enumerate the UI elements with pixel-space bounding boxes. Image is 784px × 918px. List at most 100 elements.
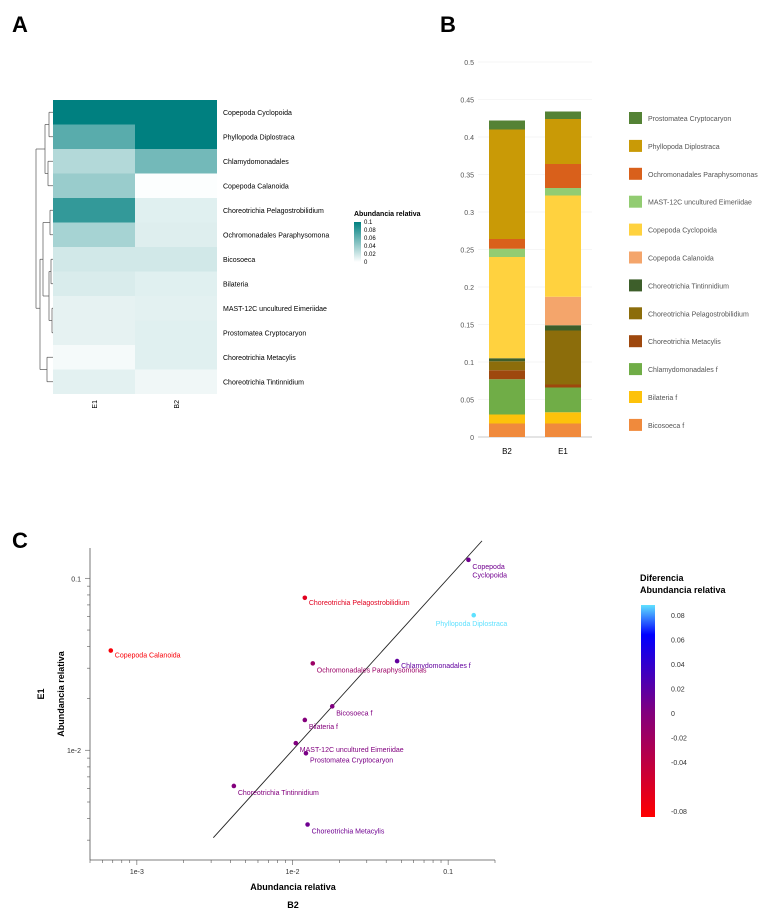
- heatmap-legend-gradient: [354, 222, 361, 262]
- scatter-point: [231, 783, 237, 789]
- heatmap-cell: [53, 271, 135, 296]
- bar-y-tick-label: 0.25: [460, 248, 474, 255]
- scatter-y-tick-label: 1e-2: [67, 748, 81, 755]
- bar-segment: [489, 257, 525, 359]
- bar-legend-label: Bilateria f: [648, 395, 677, 402]
- scatter-point-label: Cyclopoida: [472, 572, 507, 579]
- heatmap-cell: [135, 149, 217, 174]
- scatter-legend-tick: 0.06: [671, 637, 685, 644]
- heatmap-legend-tick: 0.06: [364, 236, 376, 242]
- scatter-x-tick-label: 1e-2: [285, 869, 299, 876]
- scatter-point-label: Ochromonadales Paraphysomonas: [317, 667, 427, 674]
- scatter-x-tick-label: 0.1: [443, 869, 453, 876]
- scatter-y-label-sample: E1: [36, 688, 46, 699]
- scatter-point: [394, 658, 400, 664]
- bar-legend-label: Choreotrichia Pelagostrobilidium: [648, 311, 749, 318]
- bar-y-tick-label: 0.1: [464, 360, 474, 367]
- scatter-point-label: Bilateria f: [309, 724, 338, 731]
- bar-y-tick-label: 0.2: [464, 285, 474, 292]
- bar-segment: [489, 120, 525, 130]
- heatmap-column-label: E1: [92, 400, 99, 409]
- bar-segment: [489, 358, 525, 362]
- heatmap-legend-tick: 0.08: [364, 228, 376, 234]
- bar-segment: [489, 129, 525, 239]
- heatmap-cell: [135, 198, 217, 223]
- heatmap-cells: [53, 100, 217, 394]
- bar-legend-label: Choreotrichia Metacylis: [648, 339, 721, 346]
- bar-segment: [545, 330, 581, 385]
- scatter-point-label: Copepoda: [472, 564, 504, 571]
- bar-segment: [545, 387, 581, 413]
- bar-legend-label: Phyllopoda Diplostraca: [648, 144, 720, 151]
- stacked-bar-panel: 0 0.05 0.1 0.15 0.2 0.25 0.3 0.35 0.4 0.45 0.5 B2 E1…: [460, 60, 758, 456]
- bar-legend-swatch: [629, 167, 642, 180]
- scatter-y-label: Abundancia relativa: [56, 650, 66, 737]
- scatter-point: [305, 822, 310, 827]
- bar-segment: [545, 423, 581, 437]
- heatmap-row-label: Chlamydomonadales: [223, 159, 289, 166]
- bar-y-tick-label: 0: [470, 435, 474, 442]
- bar-segment: [489, 361, 525, 371]
- scatter-legend-tick: -0.08: [671, 809, 687, 816]
- heatmap-cell: [135, 271, 217, 296]
- scatter-legend-tick: 0.08: [671, 613, 685, 620]
- heatmap-cell: [135, 247, 217, 272]
- bar-category-label: B2: [502, 447, 512, 456]
- scatter-point: [303, 750, 309, 756]
- heatmap-cell: [53, 100, 135, 125]
- bar-segment: [545, 188, 581, 196]
- heatmap-row-label: Bicosoeca: [223, 257, 255, 264]
- scatter-legend-tick: 0.02: [671, 686, 685, 693]
- heatmap-row-label: Choreotrichia Pelagostrobilidium: [223, 208, 324, 215]
- heatmap-cell: [135, 100, 217, 125]
- bar-segment: [489, 423, 525, 437]
- scatter-point: [293, 740, 299, 746]
- heatmap-row-label: Ochromonadales Paraphysomona: [223, 232, 329, 239]
- scatter-axes: 1e-3 1e-2 0.1 1e-2 0.1: [67, 540, 496, 876]
- scatter-point-label: Chlamydomonadales f: [401, 663, 471, 670]
- heatmap-cell: [135, 320, 217, 345]
- scatter-x-label: Abundancia relativa: [250, 882, 337, 892]
- bar-legend-label: Ochromonadales Paraphysomonas: [648, 172, 758, 179]
- bar-segment: [545, 164, 581, 188]
- bar-y-tick-label: 0.3: [464, 210, 474, 217]
- panel-letter-a: A: [12, 12, 28, 37]
- heatmap-dendrogram: [35, 111, 53, 383]
- panel-letter-c: C: [12, 528, 28, 553]
- heatmap-cell: [53, 247, 135, 272]
- scatter-legend-colorbar: [641, 605, 655, 817]
- scatter-point: [302, 717, 308, 723]
- scatter-legend-tick: 0: [671, 711, 675, 718]
- scatter-legend-tick: -0.02: [671, 735, 687, 742]
- heatmap-cell: [135, 345, 217, 370]
- heatmap-cell: [53, 345, 135, 370]
- bar-segment: [545, 384, 581, 388]
- bar-y-tick-label: 0.15: [460, 323, 474, 330]
- bar-y-tick-label: 0.45: [460, 98, 474, 105]
- heatmap-cell: [135, 124, 217, 149]
- bar-legend-swatch: [629, 363, 642, 376]
- bar-segments: [489, 111, 581, 437]
- bar-segment: [545, 111, 581, 119]
- bar-y-tick-label: 0.4: [464, 135, 474, 142]
- scatter-legend-title-1: Diferencia: [640, 573, 685, 583]
- bar-y-tick-label: 0.35: [460, 173, 474, 180]
- scatter-x-label-sample: B2: [287, 900, 299, 910]
- heatmap-legend-tick: 0.04: [364, 244, 376, 250]
- heatmap-cell: [53, 320, 135, 345]
- bar-legend-swatch: [629, 307, 642, 320]
- scatter-legend-title-2: Abundancia relativa: [640, 585, 727, 595]
- heatmap-legend-title: Abundancia relativa: [354, 211, 421, 218]
- heatmap-cell: [53, 369, 135, 394]
- bar-legend-swatch: [629, 195, 642, 208]
- bar-segment: [545, 296, 581, 326]
- heatmap-cell: [53, 222, 135, 247]
- bar-segment: [545, 325, 581, 331]
- panel-letter-b: B: [440, 12, 456, 37]
- scatter-point-label: Choreotrichia Tintinnidium: [238, 790, 319, 797]
- scatter-point-label: Choreotrichia Pelagostrobilidium: [309, 600, 410, 607]
- heatmap-cell: [53, 124, 135, 149]
- bar-legend-swatch: [629, 112, 642, 124]
- scatter-point: [108, 648, 114, 653]
